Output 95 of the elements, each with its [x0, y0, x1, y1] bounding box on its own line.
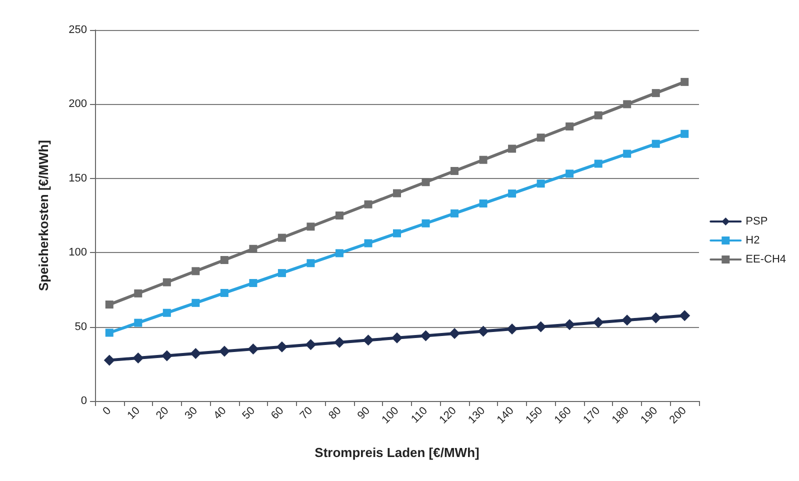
legend-label: EE-CH4 — [746, 254, 786, 266]
point — [134, 318, 142, 327]
x-tick-label: 70 — [298, 404, 315, 422]
x-tick-label: 170 — [581, 404, 603, 426]
x-axis-title: Strompreis Laden [€/MWh] — [314, 445, 480, 460]
point — [220, 256, 228, 264]
point — [623, 150, 632, 158]
x-tick-label: 190 — [638, 404, 660, 426]
point — [134, 289, 142, 298]
x-tick-label: 180 — [610, 404, 632, 426]
point — [276, 341, 288, 352]
point — [393, 229, 401, 238]
point — [450, 209, 459, 218]
point — [220, 288, 228, 297]
point — [508, 190, 516, 198]
point — [420, 330, 432, 342]
point — [335, 212, 344, 220]
point — [249, 279, 258, 288]
y-tick-label: 50 — [74, 320, 87, 333]
point — [506, 324, 518, 335]
point — [564, 319, 576, 330]
x-tick-label: 140 — [494, 404, 516, 426]
point — [192, 298, 200, 307]
y-tick-label: 100 — [68, 246, 87, 259]
legend-label: PSP — [746, 216, 768, 228]
point — [162, 308, 171, 317]
point — [680, 78, 689, 86]
point — [306, 222, 315, 231]
x-tick-label: 50 — [240, 404, 258, 422]
point — [335, 249, 344, 258]
point — [650, 312, 662, 324]
point — [479, 199, 488, 208]
point — [104, 354, 115, 366]
point — [592, 316, 604, 328]
point — [393, 189, 401, 198]
x-tick-label: 90 — [355, 404, 372, 422]
point — [190, 348, 202, 360]
x-tick-label: 100 — [380, 404, 402, 426]
x-tick-label: 60 — [269, 404, 286, 422]
point — [278, 234, 286, 242]
point — [105, 328, 114, 337]
x-tick-label: 120 — [437, 404, 459, 426]
point — [622, 314, 633, 326]
x-tick-label: 130 — [466, 404, 488, 426]
y-tick-label: 250 — [68, 24, 87, 36]
point — [364, 239, 372, 248]
y-axis-title: Speicherkosten [€/MWh] — [36, 140, 51, 291]
x-tick-label: 160 — [552, 404, 574, 426]
x-tick-label: 30 — [182, 404, 200, 422]
x-tick-label: 150 — [524, 404, 546, 426]
point — [680, 130, 689, 138]
point — [278, 269, 286, 278]
point — [594, 160, 602, 168]
point — [334, 336, 345, 348]
point — [105, 300, 114, 309]
point — [450, 166, 459, 175]
point — [422, 219, 430, 228]
point — [305, 339, 316, 350]
x-tick-label: 80 — [326, 404, 344, 422]
point — [422, 178, 430, 186]
point — [594, 111, 602, 120]
y-tick-label: 150 — [68, 172, 87, 184]
point — [362, 334, 374, 346]
point — [479, 156, 488, 164]
point — [535, 321, 546, 332]
point — [536, 134, 545, 142]
point — [249, 244, 258, 253]
x-tick-label: 110 — [409, 404, 430, 426]
point — [623, 100, 632, 108]
x-tick-label: 200 — [667, 404, 689, 426]
point — [508, 144, 516, 153]
point — [132, 352, 144, 364]
y-tick-label: 0 — [80, 395, 87, 407]
point — [161, 350, 172, 362]
point — [192, 267, 200, 276]
point — [218, 346, 230, 357]
x-tick-label: 10 — [125, 404, 142, 422]
point — [679, 310, 690, 322]
point — [248, 344, 259, 355]
point — [449, 328, 460, 339]
point — [652, 140, 660, 148]
point — [478, 326, 489, 337]
point — [364, 200, 372, 208]
legend-label: H2 — [746, 234, 760, 246]
y-tick-label: 200 — [68, 98, 87, 110]
point — [162, 278, 171, 286]
x-tick-label: 0 — [100, 404, 114, 418]
point — [536, 180, 545, 188]
point — [566, 170, 574, 178]
point — [566, 122, 574, 130]
x-tick-label: 40 — [212, 404, 229, 422]
x-tick-label: 20 — [154, 404, 172, 422]
point — [652, 89, 660, 98]
point — [392, 332, 402, 344]
point — [306, 259, 315, 268]
